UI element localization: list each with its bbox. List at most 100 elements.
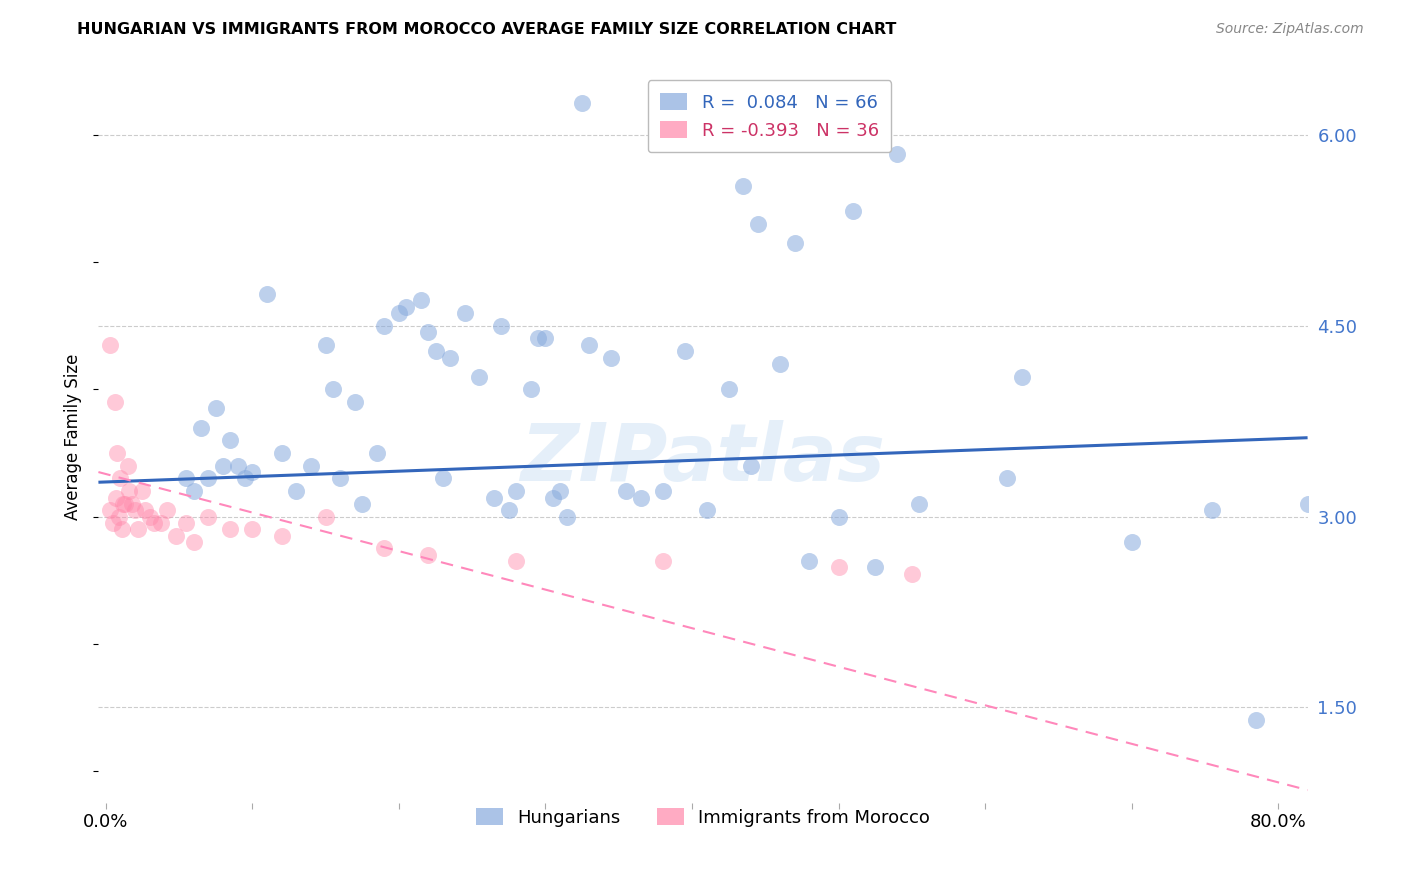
Point <box>799 554 821 568</box>
Point <box>176 471 198 485</box>
Point <box>696 503 718 517</box>
Point <box>432 471 454 485</box>
Point <box>98 503 121 517</box>
Point <box>270 446 292 460</box>
Point <box>117 458 139 473</box>
Point <box>112 497 135 511</box>
Point <box>107 446 129 460</box>
Point <box>409 293 432 308</box>
Point <box>534 331 557 345</box>
Point <box>783 236 806 251</box>
Point <box>165 529 187 543</box>
Point <box>256 287 278 301</box>
Text: ZIPatlas: ZIPatlas <box>520 420 886 498</box>
Point <box>176 516 198 530</box>
Point <box>226 458 249 473</box>
Point <box>1246 713 1268 727</box>
Point <box>183 484 205 499</box>
Point <box>527 331 550 345</box>
Point <box>418 325 440 339</box>
Text: HUNGARIAN VS IMMIGRANTS FROM MOROCCO AVERAGE FAMILY SIZE CORRELATION CHART: HUNGARIAN VS IMMIGRANTS FROM MOROCCO AVE… <box>77 22 897 37</box>
Point <box>105 491 128 505</box>
Point <box>740 458 762 473</box>
Point <box>505 484 527 499</box>
Point <box>270 529 292 543</box>
Y-axis label: Average Family Size: Average Family Size <box>65 354 83 520</box>
Point <box>138 509 160 524</box>
Point <box>233 471 256 485</box>
Point <box>150 516 173 530</box>
Point <box>614 484 637 499</box>
Point <box>747 217 769 231</box>
Point <box>600 351 623 365</box>
Point <box>439 351 461 365</box>
Point <box>863 560 886 574</box>
Point <box>240 522 263 536</box>
Point <box>395 300 418 314</box>
Point <box>118 484 141 499</box>
Point <box>425 344 447 359</box>
Point <box>103 395 125 409</box>
Point <box>127 522 149 536</box>
Point <box>673 344 696 359</box>
Point <box>908 497 931 511</box>
Text: Source: ZipAtlas.com: Source: ZipAtlas.com <box>1216 22 1364 37</box>
Point <box>183 535 205 549</box>
Point <box>352 497 374 511</box>
Point <box>124 503 146 517</box>
Point <box>156 503 179 517</box>
Point <box>322 383 344 397</box>
Point <box>285 484 308 499</box>
Point <box>827 560 849 574</box>
Point <box>491 318 513 333</box>
Point <box>842 204 865 219</box>
Point <box>1296 497 1319 511</box>
Point <box>468 369 491 384</box>
Point <box>143 516 166 530</box>
Point <box>212 458 235 473</box>
Point <box>373 541 395 556</box>
Point <box>366 446 388 460</box>
Point <box>219 522 242 536</box>
Point <box>578 338 600 352</box>
Point <box>505 554 527 568</box>
Point <box>197 509 219 524</box>
Point <box>1201 503 1223 517</box>
Point <box>101 516 124 530</box>
Point <box>190 420 212 434</box>
Point <box>315 509 337 524</box>
Point <box>373 318 395 333</box>
Point <box>219 434 242 448</box>
Legend: Hungarians, Immigrants from Morocco: Hungarians, Immigrants from Morocco <box>468 801 938 834</box>
Point <box>1011 369 1033 384</box>
Point <box>418 548 440 562</box>
Point <box>329 471 352 485</box>
Point <box>110 471 132 485</box>
Point <box>651 554 673 568</box>
Point <box>498 503 520 517</box>
Point <box>299 458 322 473</box>
Point <box>108 509 131 524</box>
Point <box>995 471 1018 485</box>
Point <box>651 484 673 499</box>
Point <box>121 497 143 511</box>
Point <box>1121 535 1143 549</box>
Point <box>388 306 411 320</box>
Point <box>131 484 153 499</box>
Point <box>571 96 593 111</box>
Point <box>482 491 505 505</box>
Point <box>111 522 134 536</box>
Point <box>630 491 652 505</box>
Point <box>454 306 477 320</box>
Point <box>827 509 849 524</box>
Point <box>541 491 564 505</box>
Point <box>240 465 263 479</box>
Point <box>886 147 908 161</box>
Point <box>343 395 366 409</box>
Point <box>717 383 740 397</box>
Point <box>769 357 792 371</box>
Point <box>204 401 226 416</box>
Point <box>548 484 571 499</box>
Point <box>733 178 755 193</box>
Point <box>134 503 156 517</box>
